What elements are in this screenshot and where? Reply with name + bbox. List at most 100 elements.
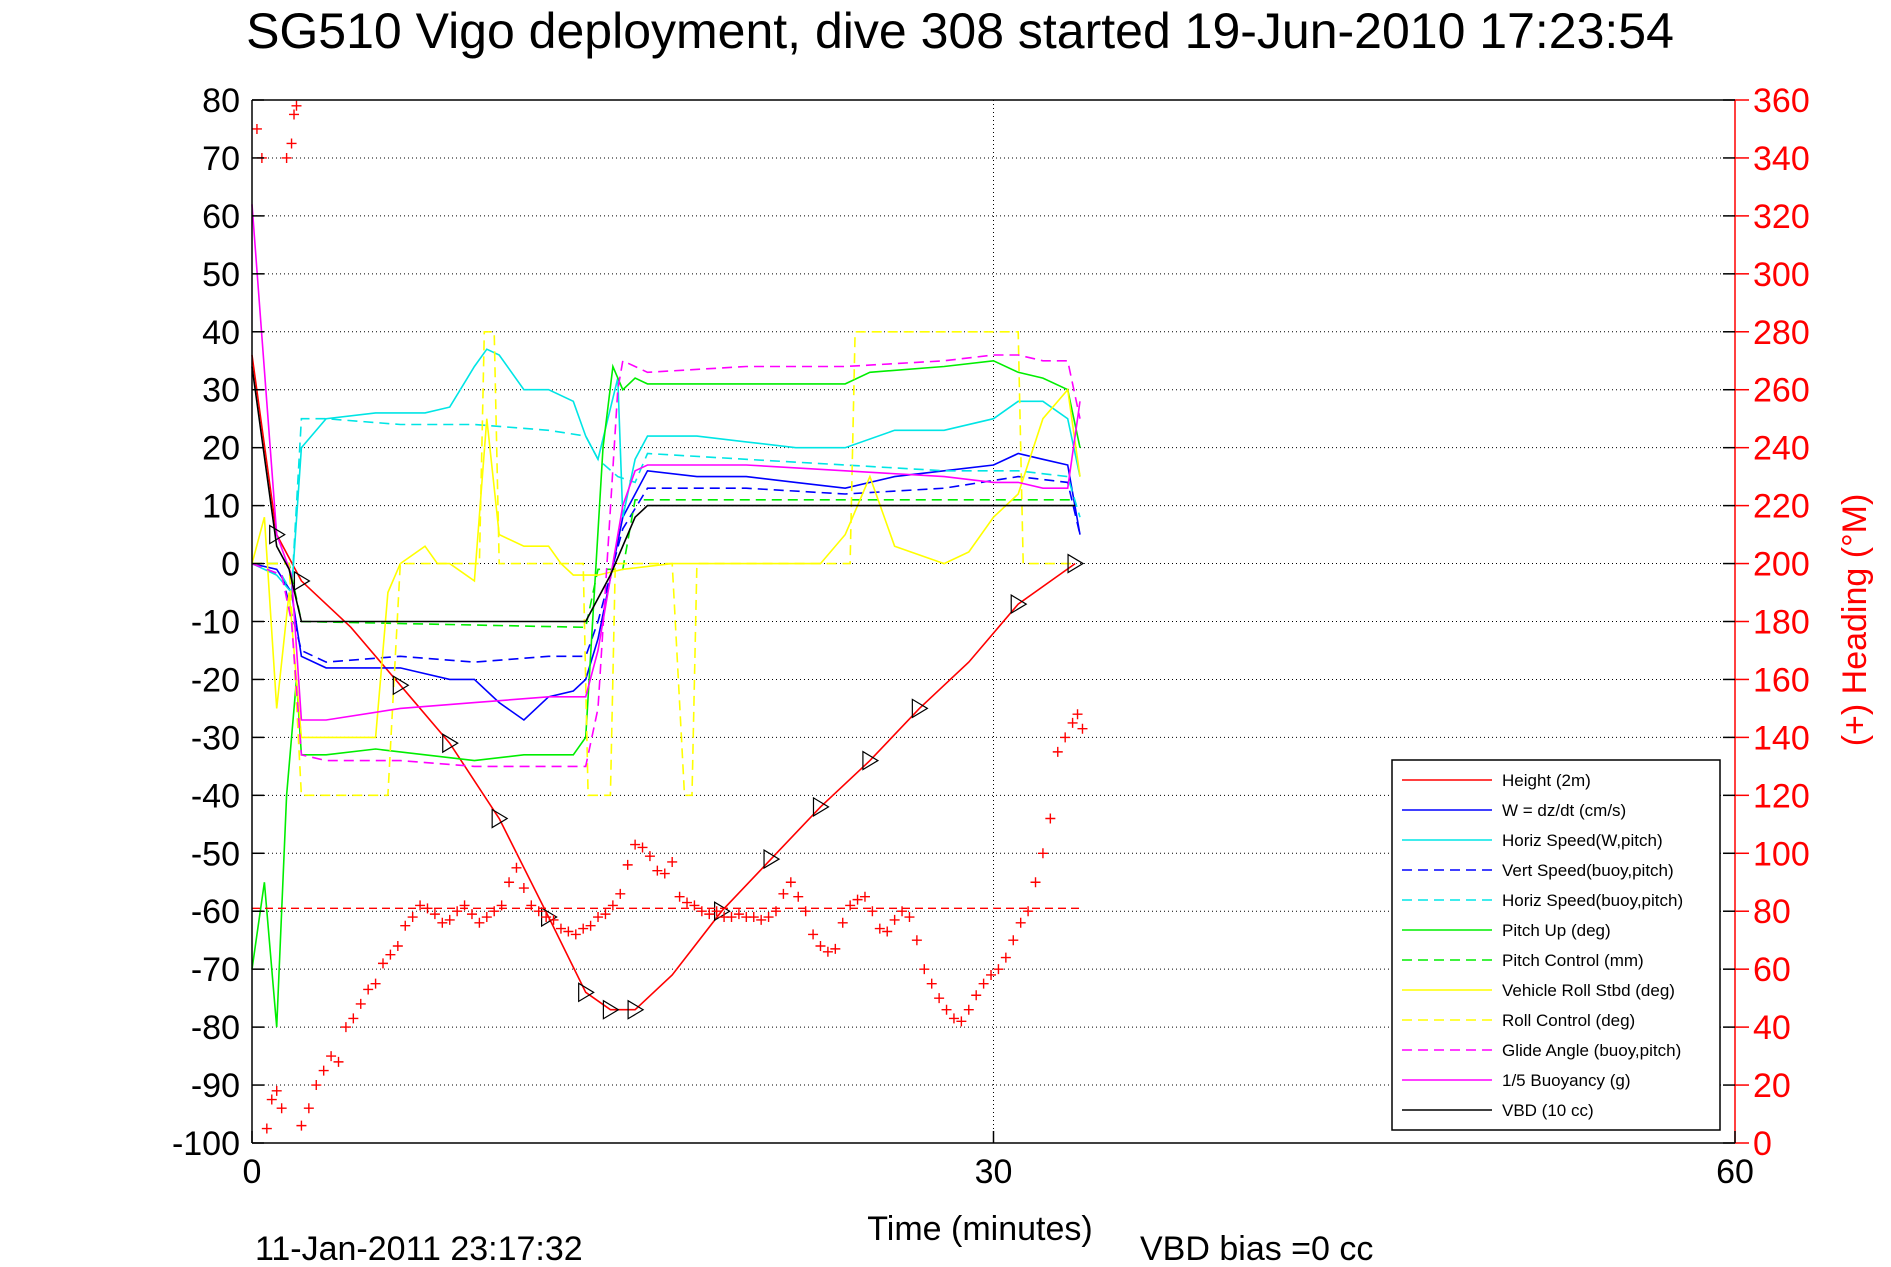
y-tick-label: -60 — [191, 893, 240, 931]
y-tick-label: 40 — [202, 314, 240, 352]
depth-marker — [627, 999, 645, 1020]
y-tick-label: -50 — [191, 835, 240, 873]
heading-point — [637, 842, 648, 853]
series-line-8 — [252, 330, 1076, 797]
y2-tick-label: 280 — [1753, 314, 1810, 352]
depth-marker — [293, 570, 311, 591]
heading-point — [793, 891, 804, 902]
heading-point — [963, 1004, 974, 1015]
y2-tick-label: 260 — [1753, 372, 1810, 410]
x-axis-label: Time (minutes) — [867, 1210, 1092, 1248]
legend-entry: VBD (10 cc) — [1502, 1101, 1594, 1120]
y-tick-label: 80 — [202, 82, 240, 120]
heading-point — [261, 1123, 272, 1134]
heading-point — [785, 877, 796, 888]
heading-point — [682, 897, 693, 908]
heading-point — [837, 917, 848, 928]
series-line-11 — [251, 366, 1076, 623]
y-tick-label: 30 — [202, 372, 240, 410]
heading-point — [867, 906, 878, 917]
heading-point — [474, 917, 485, 928]
heading-point — [778, 888, 789, 899]
y2-tick-label: 220 — [1753, 488, 1810, 526]
heading-point — [763, 912, 774, 923]
heading-point — [600, 909, 611, 920]
depth-marker — [392, 675, 410, 696]
heading-point — [845, 900, 856, 911]
heading-point — [926, 978, 937, 989]
heading-point — [1067, 717, 1078, 728]
heading-point — [1045, 813, 1056, 824]
heading-point — [1008, 935, 1019, 946]
heading-point — [593, 912, 604, 923]
y2-tick-label: 240 — [1753, 430, 1810, 468]
heading-point — [956, 1016, 967, 1027]
heading-point — [830, 943, 841, 954]
heading-point — [570, 929, 581, 940]
heading-point — [489, 906, 500, 917]
heading-point — [859, 891, 870, 902]
heading-point — [726, 912, 737, 923]
series-line-5 — [251, 359, 1081, 1028]
heading-point — [585, 920, 596, 931]
heading-point — [756, 914, 767, 925]
heading-point — [919, 964, 930, 975]
heading-point — [526, 900, 537, 911]
heading-point — [733, 909, 744, 920]
heading-point — [711, 906, 722, 917]
depth-marker — [911, 698, 929, 719]
y-tick-label: -40 — [191, 777, 240, 815]
heading-point — [533, 906, 544, 917]
x-tick-label: 30 — [975, 1153, 1013, 1191]
y2-tick-label: 80 — [1753, 893, 1791, 931]
heading-point — [296, 1120, 307, 1131]
heading-point — [630, 839, 641, 850]
legend-entry: Vert Speed(buoy,pitch) — [1502, 861, 1674, 880]
heading-point — [1052, 746, 1063, 757]
y2-tick-label: 60 — [1753, 951, 1791, 989]
heading-point — [667, 856, 678, 867]
heading-point — [271, 1085, 282, 1096]
heading-point — [1023, 906, 1034, 917]
heading-point — [266, 1094, 277, 1105]
y2-tick-label: 320 — [1753, 198, 1810, 236]
heading-point — [444, 914, 455, 925]
legend-entry: Horiz Speed(W,pitch) — [1502, 831, 1663, 850]
heading-point — [652, 865, 663, 876]
heading-point — [615, 888, 626, 899]
y2-tick-label: 0 — [1753, 1125, 1772, 1163]
depth-marker — [269, 524, 286, 545]
heading-point — [548, 914, 559, 925]
series-line-9 — [251, 354, 1081, 768]
series-line-1 — [251, 452, 1081, 722]
legend-entry: Roll Control (deg) — [1502, 1011, 1635, 1030]
y-tick-label: 70 — [202, 140, 240, 178]
y2-tick-label: 40 — [1753, 1009, 1791, 1047]
series-line-4 — [251, 417, 1081, 596]
heading-point — [392, 940, 403, 951]
heading-point — [318, 1065, 329, 1076]
y2-tick-label: 300 — [1753, 256, 1810, 294]
heading-point — [291, 100, 302, 111]
y-tick-label: -30 — [191, 719, 240, 757]
heading-point — [800, 906, 811, 917]
legend: Height (2m) W = dz/dt (cm/s) Horiz Speed(W… — [1391, 759, 1721, 1131]
heading-point — [340, 1022, 351, 1033]
heading-point — [385, 949, 396, 960]
heading-point — [852, 894, 863, 905]
heading-point — [770, 906, 781, 917]
y-tick-label: 50 — [202, 256, 240, 294]
heading-point — [808, 929, 819, 940]
heading-point — [281, 152, 292, 163]
depth-marker — [442, 733, 459, 754]
heading-point — [429, 909, 440, 920]
depth-marker — [1067, 553, 1085, 574]
heading-point — [363, 984, 374, 995]
heading-point — [422, 903, 433, 914]
y-tick-label: -70 — [191, 951, 240, 989]
y-tick-label: -80 — [191, 1009, 240, 1047]
heading-point — [622, 859, 633, 870]
heading-point — [911, 935, 922, 946]
heading-point — [889, 914, 900, 925]
